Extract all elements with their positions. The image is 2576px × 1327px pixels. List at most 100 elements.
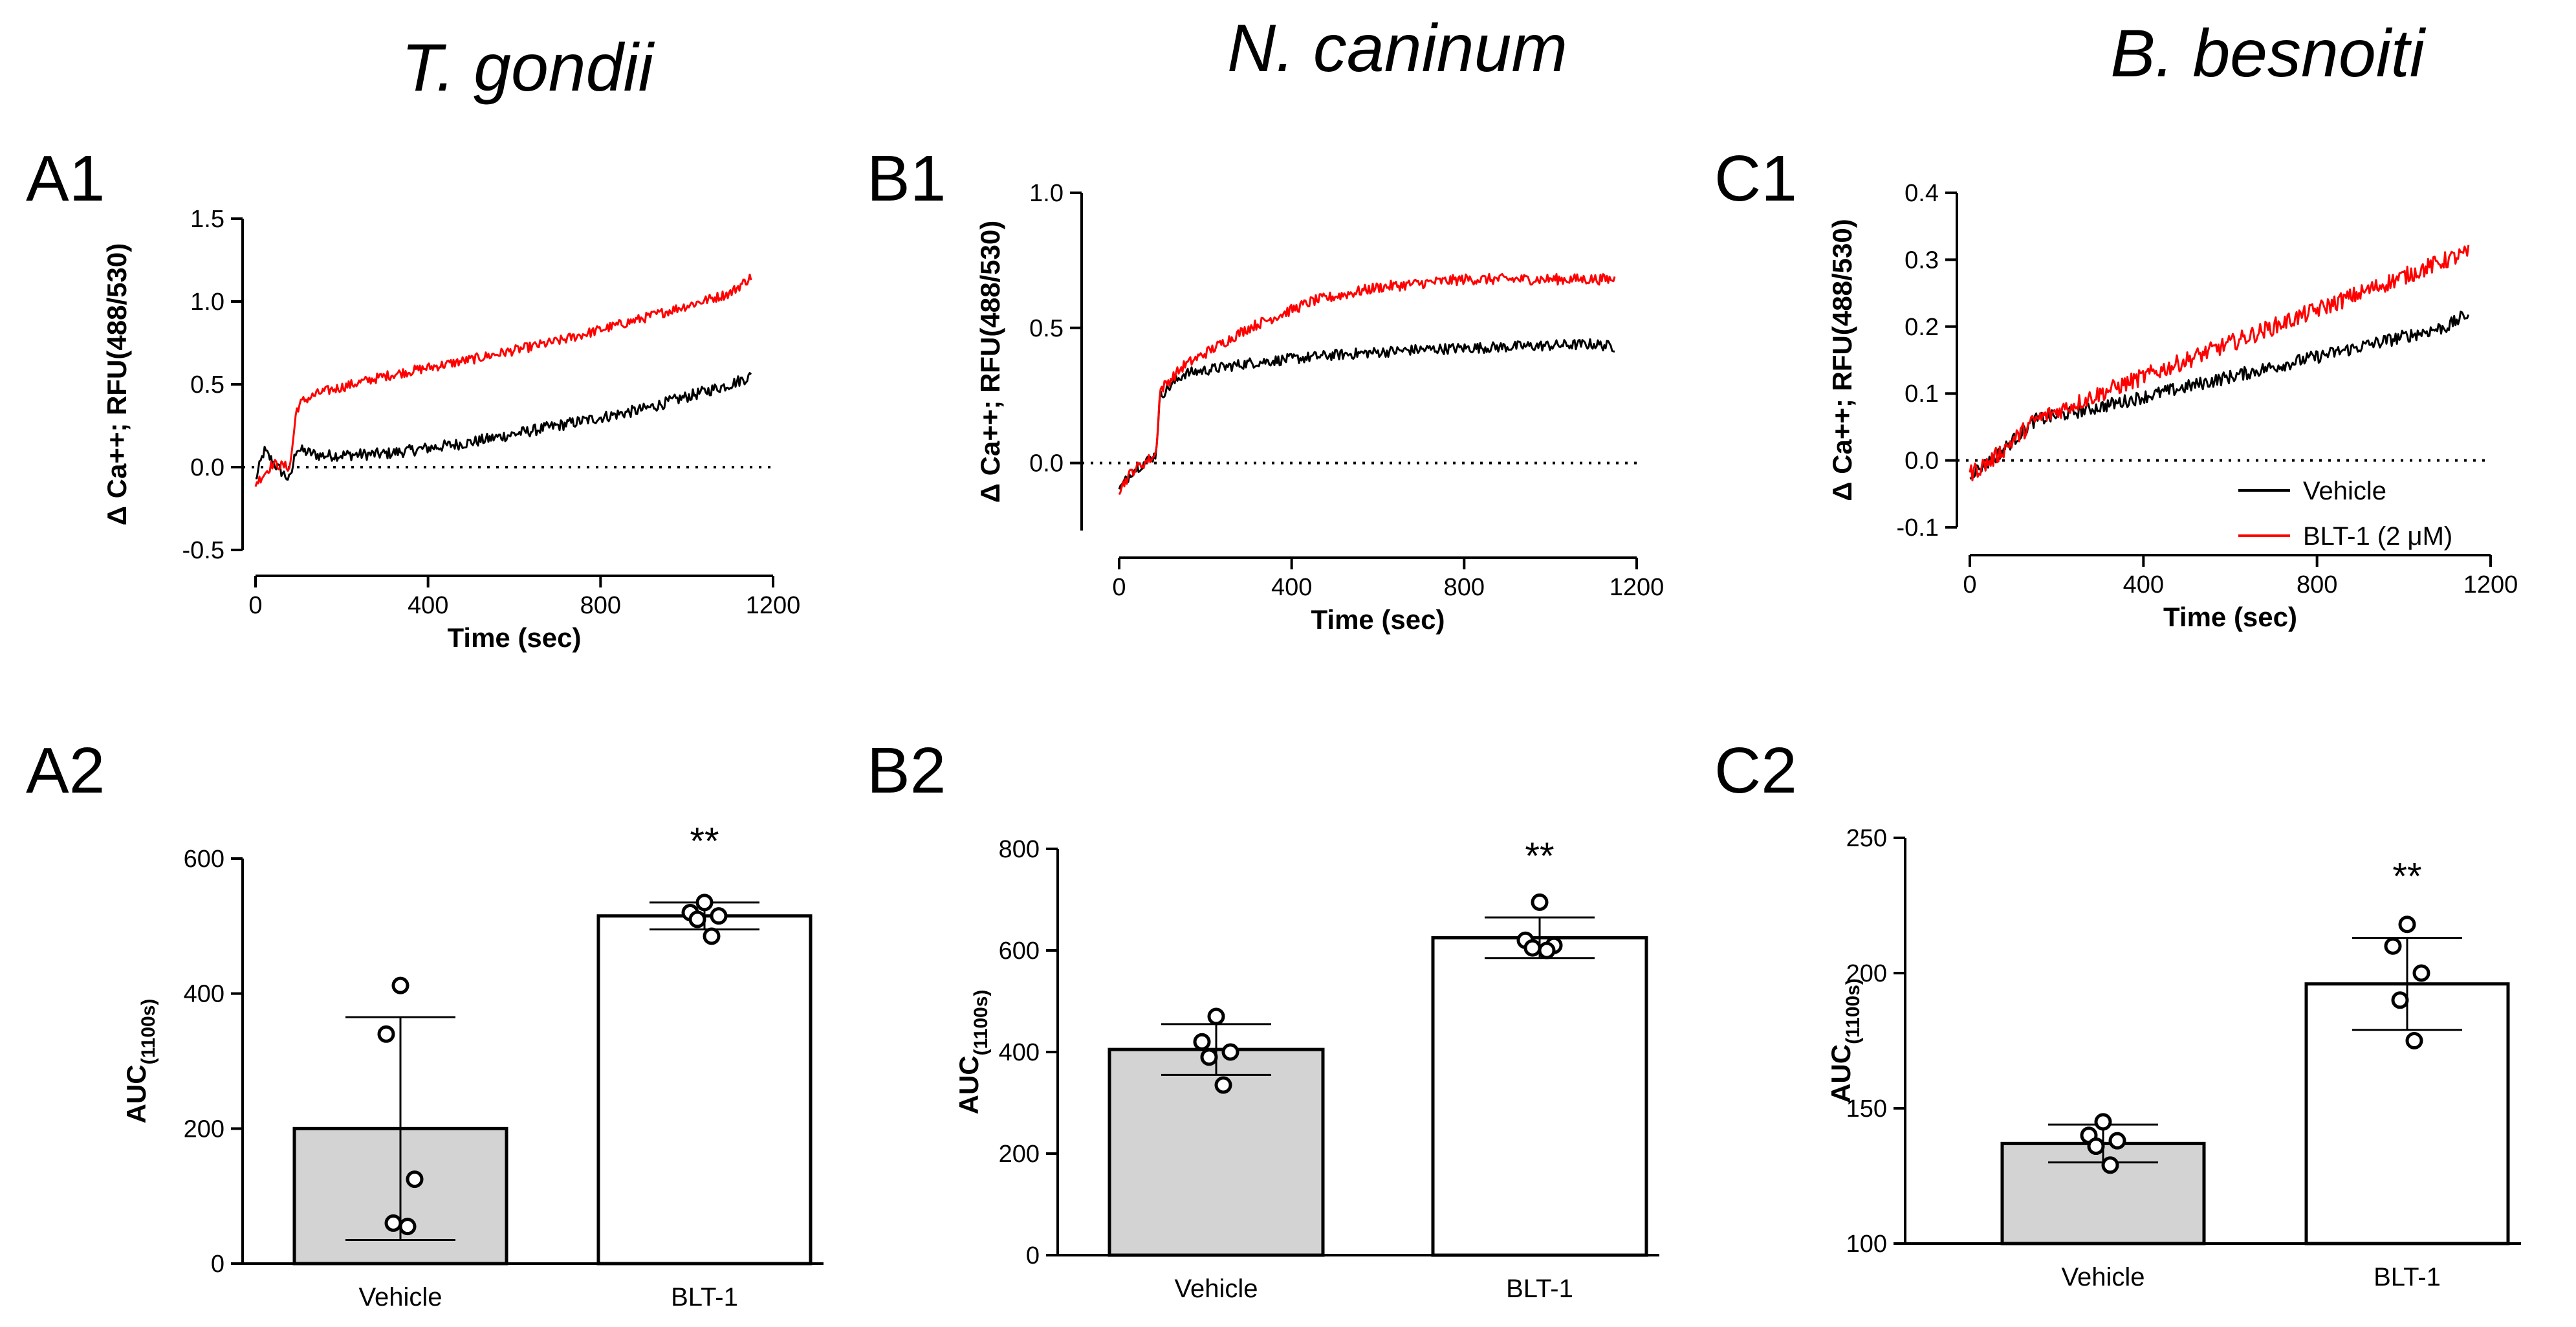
b2-point-vehicle [1193, 1033, 1211, 1051]
a2-point-vehicle [391, 976, 409, 994]
a2-point-vehicle [384, 1214, 402, 1232]
panel-label-c2: C2 [1714, 734, 1797, 807]
c2-y-tick-label: 200 [1846, 960, 1887, 987]
a1-x-tick-label: 400 [408, 592, 448, 619]
b2-point-blt-1 [1523, 939, 1542, 957]
c2-category-label-vehicle: Vehicle [2062, 1263, 2145, 1291]
c2-point-vehicle [2094, 1113, 2112, 1131]
b2-y-tick-label: 600 [999, 938, 1040, 965]
c1-y-tick-label: 0.1 [1905, 380, 1939, 408]
panel-label-c1: C1 [1714, 142, 1797, 215]
c2-point-blt-1 [2391, 991, 2409, 1009]
b1-x-tick-label: 1200 [1610, 574, 1665, 601]
b1-series-blt-1-line [1118, 272, 1616, 496]
a1-series-blt-1-line [254, 273, 752, 487]
b1-y-tick-label: 0.0 [1029, 450, 1064, 477]
a1-x-axis-label: Time (sec) [448, 622, 582, 653]
b1-y-axis-label: Δ Ca++; RFU(488/530) [975, 221, 1005, 503]
c2-point-vehicle [2108, 1132, 2126, 1150]
b1-x-tick-label: 0 [1112, 574, 1126, 601]
c2-y-tick-label: 100 [1846, 1231, 1887, 1258]
a2-point-vehicle [406, 1170, 424, 1189]
a2-point-blt-1 [695, 894, 714, 912]
c2-y-tick-label: 150 [1846, 1095, 1887, 1123]
legend-blt-label: BLT-1 (2 μM) [2303, 522, 2452, 551]
b2-y-tick-label: 800 [999, 836, 1040, 863]
b2-bar-blt-1 [1431, 936, 1648, 1257]
b2-significance: ** [1525, 835, 1554, 877]
c2-y-axis-label: AUC(1100s) [1826, 978, 1864, 1103]
species-title-b-besnoiti: B. besnoiti [2110, 16, 2427, 91]
a1-y-tick-label: -0.5 [182, 537, 224, 564]
b1-x-axis-label: Time (sec) [1311, 604, 1445, 635]
c2-point-vehicle [2101, 1156, 2119, 1174]
a1-series-vehicle-line [255, 372, 752, 481]
a2-point-blt-1 [688, 910, 706, 928]
panel-label-b1: B1 [867, 142, 946, 215]
a1-y-tick-label: 1.0 [190, 289, 224, 316]
c2-point-vehicle [2087, 1137, 2105, 1156]
a1-y-tick-label: 0.0 [190, 454, 224, 481]
chart-b2-bar: 0 200 400 600 800 AUC(1100s) Vehicle BLT-1 ** [954, 835, 1659, 1303]
a1-y-tick-label: 1.5 [190, 206, 224, 233]
species-title-n-caninum: N. caninum [1227, 11, 1567, 86]
c2-point-blt-1 [2398, 916, 2416, 934]
a2-significance: ** [690, 820, 719, 862]
a1-y-axis-label: Δ Ca++; RFU(488/530) [102, 243, 132, 525]
panel-label-b2: B2 [867, 734, 946, 807]
c1-series-vehicle-line [1969, 311, 2470, 480]
legend-vehicle-label: Vehicle [2303, 477, 2386, 505]
c1-series-blt-1-line [1969, 245, 2470, 481]
c1-y-tick-label: 0.2 [1905, 314, 1939, 341]
chart-a2-bar: 0 200 400 600 AUC(1100s) Vehicle BLT-1 ** [121, 820, 824, 1311]
c2-category-label-blt-1: BLT-1 [2374, 1263, 2441, 1291]
c1-y-tick-label: 0.4 [1905, 180, 1939, 207]
panel-label-a1: A1 [26, 142, 105, 215]
c1-y-tick-label: -0.1 [1897, 514, 1939, 542]
a2-y-tick-label: 600 [184, 846, 224, 873]
a2-y-tick-label: 0 [211, 1251, 224, 1278]
b1-series-vehicle-line [1118, 338, 1615, 490]
b1-y-tick-label: 0.5 [1029, 315, 1064, 342]
a1-x-tick-label: 800 [580, 592, 621, 619]
a2-point-vehicle [377, 1025, 395, 1043]
chart-c2-bar: 100 150 200 250 AUC(1100s) Vehicle BLT-1 ** [1826, 825, 2521, 1291]
b2-category-label-vehicle: Vehicle [1175, 1275, 1258, 1303]
a1-x-tick-label: 0 [248, 592, 262, 619]
a2-bar-blt-1 [596, 914, 813, 1266]
a2-point-blt-1 [703, 927, 721, 945]
chart-a1-line: -0.5 0.0 0.5 1.0 1.5 0 400 800 1200 Time (sec) Δ C… [102, 206, 800, 653]
b1-x-tick-label: 800 [1444, 574, 1485, 601]
c2-point-blt-1 [2405, 1032, 2423, 1049]
a2-y-tick-label: 200 [184, 1115, 224, 1143]
c2-significance: ** [2392, 856, 2421, 898]
c1-x-tick-label: 800 [2297, 571, 2337, 598]
b2-point-vehicle [1200, 1048, 1218, 1066]
b2-y-tick-label: 200 [999, 1141, 1040, 1168]
chart-b1-line: 0.0 0.5 1.0 0 400 800 1200 Time (sec) Δ Ca++; RF… [975, 180, 1664, 635]
b2-category-label-blt-1: BLT-1 [1506, 1275, 1573, 1303]
c2-point-blt-1 [2384, 937, 2402, 955]
chart-c1-line: -0.1 0.0 0.1 0.2 0.3 0.4 0 400 800 1200 Time (sec)… [1827, 180, 2518, 632]
c1-y-axis-label: Δ Ca++; RFU(488/530) [1827, 219, 1857, 501]
c2-y-tick-label: 250 [1846, 825, 1887, 852]
c1-x-axis-label: Time (sec) [2163, 602, 2297, 632]
legend-c1: Vehicle BLT-1 (2 μM) [2238, 477, 2452, 551]
a2-point-vehicle [398, 1218, 417, 1236]
b2-point-vehicle [1221, 1043, 1239, 1061]
b2-y-axis-label: AUC(1100s) [954, 990, 992, 1115]
b1-x-tick-label: 400 [1271, 574, 1312, 601]
panel-label-a2: A2 [26, 734, 105, 807]
c1-x-tick-label: 0 [1963, 571, 1976, 598]
b2-point-vehicle [1207, 1007, 1225, 1025]
a1-x-tick-label: 1200 [746, 592, 801, 619]
c1-y-tick-label: 0.0 [1905, 448, 1939, 475]
a2-point-blt-1 [710, 907, 728, 925]
b2-point-blt-1 [1538, 941, 1556, 960]
b2-y-tick-label: 0 [1026, 1242, 1040, 1269]
b1-y-tick-label: 1.0 [1029, 180, 1064, 207]
b2-point-blt-1 [1531, 893, 1549, 911]
b2-y-tick-label: 400 [999, 1039, 1040, 1066]
c1-x-tick-label: 1200 [2463, 571, 2518, 598]
